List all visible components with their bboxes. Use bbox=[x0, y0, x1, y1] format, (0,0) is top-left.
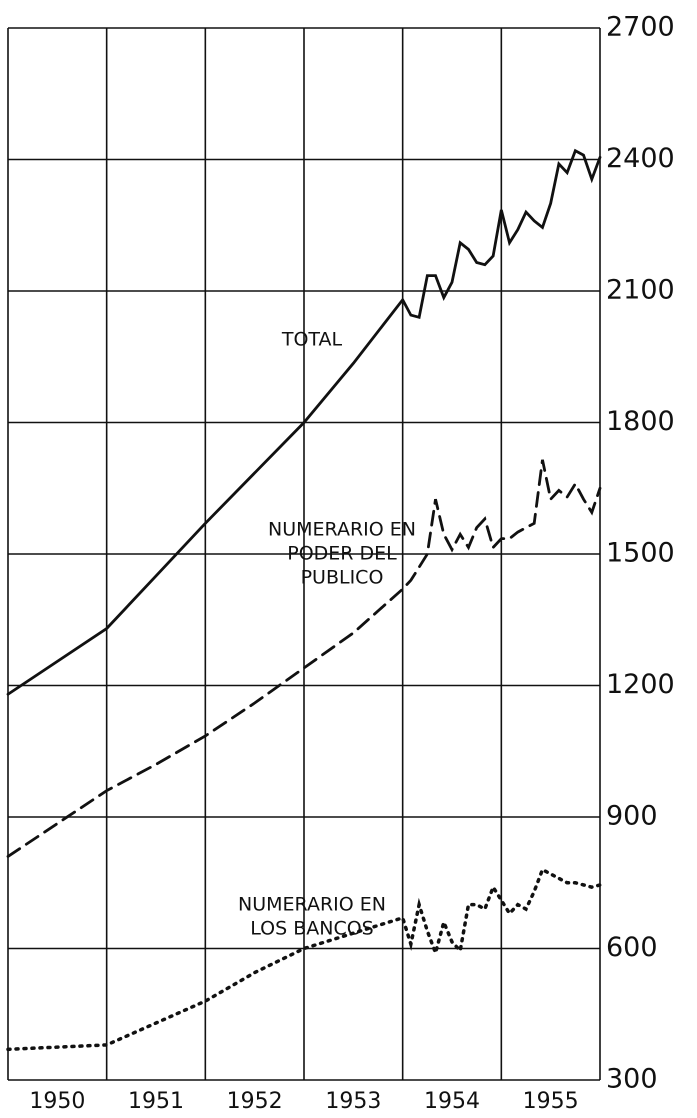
y-tick-label: 1800 bbox=[606, 406, 675, 437]
line-series bbox=[6, 148, 602, 696]
y-tick-label: 2700 bbox=[606, 12, 675, 43]
series-label: LOS BANCOS bbox=[250, 918, 374, 940]
y-tick-label: 2100 bbox=[606, 275, 675, 306]
x-tick-label: 1954 bbox=[424, 1089, 480, 1114]
y-tick-label: 2400 bbox=[606, 143, 675, 174]
x-tick-label: 1950 bbox=[29, 1089, 85, 1114]
series-label: NUMERARIO EN bbox=[268, 519, 416, 541]
y-tick-label: 1500 bbox=[606, 538, 675, 569]
x-tick-label: 1952 bbox=[227, 1089, 283, 1114]
y-tick-label: 300 bbox=[606, 1064, 658, 1095]
x-tick-label: 1951 bbox=[128, 1089, 184, 1114]
series-label: NUMERARIO EN bbox=[238, 894, 386, 916]
x-tick-label: 1955 bbox=[523, 1089, 579, 1114]
series-label: PODER DEL bbox=[287, 543, 397, 565]
line-series bbox=[6, 867, 602, 1052]
y-tick-label: 1200 bbox=[606, 669, 675, 700]
series-label: PUBLICO bbox=[301, 567, 384, 589]
x-tick-label: 1953 bbox=[325, 1089, 381, 1114]
line-series bbox=[6, 459, 602, 858]
series-label: TOTAL bbox=[281, 329, 343, 351]
y-tick-label: 600 bbox=[606, 932, 658, 963]
y-tick-label: 900 bbox=[606, 801, 658, 832]
